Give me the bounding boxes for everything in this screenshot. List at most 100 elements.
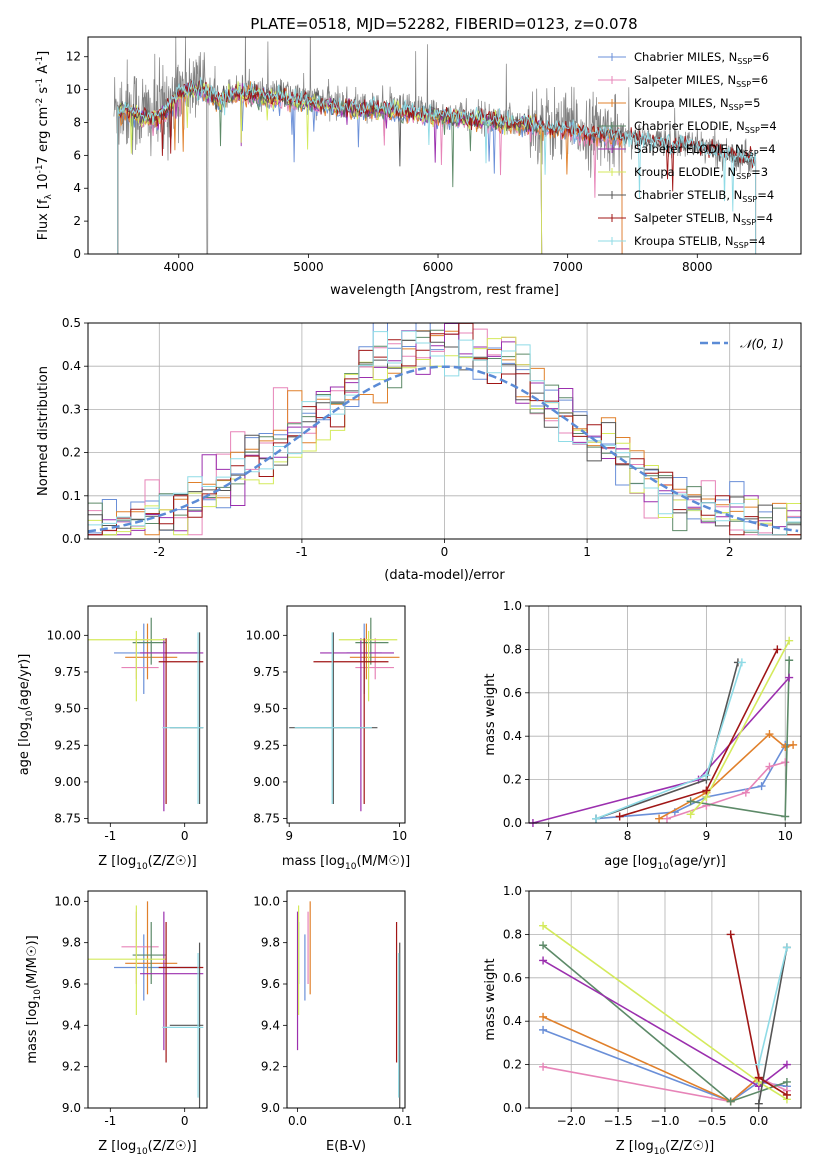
- marker-salpeter-elodie: [782, 1060, 791, 1069]
- weight_vs_age-ytick-label: 0.6: [503, 686, 522, 700]
- weight_vs_Z-xtick-label: −0.5: [697, 1114, 726, 1128]
- line-salpeter-stelib: [619, 649, 779, 818]
- age-vs-z-xlabel: Z [log10(Z/Z☉)]: [98, 854, 196, 872]
- marker-kroupa-miles: [781, 743, 790, 752]
- weight_vs_Z-axes: −2.0 −1.5 −1.0 −0.5 0.0 0.0 0.2 0.4 0.6 0.8 1.0: [503, 884, 801, 1128]
- weight_vs_Z-ytick-label: 0.0: [503, 1101, 522, 1115]
- marker-salpeter-elodie: [785, 673, 794, 682]
- line-salpeter-elodie: [532, 677, 790, 824]
- axes-root: 4000 5000 6000 7000 8000024681012wavelength …: [17, 36, 802, 1157]
- spectrum-frame: [87, 36, 802, 255]
- age_vs_mass-ytick-label: 9.50: [253, 702, 280, 716]
- marker-chabrier-elodie: [785, 656, 794, 665]
- legend-entry-kroupa-miles: Kroupa MILES, NSSP=5: [634, 96, 760, 112]
- histogram-chabrier-elodie: [88, 323, 801, 536]
- figure-title: PLATE=0518, MJD=52282, FIBERID=0123, z=0…: [250, 15, 637, 33]
- age_vs_Z-ytick-label: 9.50: [54, 702, 81, 716]
- marker-kroupa-stelib: [737, 658, 746, 667]
- marker-kroupa-elodie: [785, 636, 794, 645]
- age_vs_Z-ytick-label: 9.75: [54, 665, 81, 679]
- age_vs_mass-axes: 9 10 8.75 9.00 9.25 9.50 9.75 10.00: [246, 628, 407, 843]
- marker-kroupa-stelib: [592, 814, 601, 823]
- residuals-xtick-label: -2: [153, 545, 165, 559]
- gaussian-curve: [88, 365, 799, 533]
- spectrum-xtick-label: 7000: [552, 260, 583, 274]
- histogram-steps: [88, 323, 801, 536]
- age-vs-mass-xlabel: mass [log10(M/M☉)]: [282, 854, 410, 872]
- weight_vs_Z-ytick-label: 0.2: [503, 1058, 522, 1072]
- line-chabrier-stelib: [758, 947, 788, 1104]
- spectrum-ytick-label: 0: [73, 247, 81, 261]
- weight_vs_Z-ytick-label: 0.8: [503, 927, 522, 941]
- mass-vs-ebv-xlabel: E(B-V): [326, 1139, 366, 1154]
- spectrum-xtick-label: 8000: [682, 260, 713, 274]
- mass_vs_Z-ytick-label: 9.8: [62, 936, 81, 950]
- mass_vs_ebv-ytick-label: 9.8: [261, 936, 280, 950]
- line-kroupa-stelib: [758, 947, 788, 1065]
- model-spectrum-kroupa-stelib: [117, 77, 757, 254]
- mass_vs_Z-ytick-label: 9.0: [62, 1101, 81, 1115]
- mass_vs_ebv-ytick-label: 9.2: [261, 1060, 280, 1074]
- mass_vs_Z-points: [88, 901, 204, 1108]
- mass_vs_ebv-ytick-label: 9.0: [261, 1101, 280, 1115]
- line-kroupa-miles: [658, 732, 794, 820]
- age_vs_Z-ytick-label: 10.00: [47, 628, 81, 642]
- marker-salpeter-elodie: [539, 956, 548, 965]
- marker-kroupa-stelib: [754, 1060, 763, 1069]
- mass_vs_Z-frame: [87, 890, 208, 1109]
- age_vs_Z-ytick-label: 9.00: [54, 775, 81, 789]
- spectrum-ytick-label: 4: [73, 181, 81, 195]
- histogram-chabrier-stelib: [88, 330, 801, 536]
- age_vs_mass-frame: [286, 605, 406, 824]
- weight_vs_age-ytick-label: 1.0: [503, 599, 522, 613]
- spectrum-lines: [113, 37, 757, 254]
- age_vs_mass-ytick-label: 9.25: [253, 738, 280, 752]
- weight_vs_age-ylabel: mass weight: [483, 673, 498, 755]
- marker-chabrier-elodie: [539, 941, 548, 950]
- marker-salpeter-stelib: [754, 1073, 763, 1082]
- spectrum-axes: 4000 5000 6000 7000 8000 0 2 4 6 8 10 12: [66, 50, 713, 274]
- age_vs_mass-ytick-label: 10.00: [246, 628, 280, 642]
- marker-salpeter-stelib: [782, 1090, 791, 1099]
- marker-salpeter-stelib: [615, 812, 624, 821]
- residuals-frame: [87, 322, 802, 540]
- weight_vs_Z-ylabel: mass weight: [483, 958, 498, 1040]
- residuals-xtick-label: 1: [583, 545, 591, 559]
- residuals-xtick-label: 0: [441, 545, 449, 559]
- spectrum-legend: Chabrier MILES, NSSP=6 Salpeter MILES, NS…: [598, 50, 777, 250]
- marker-chabrier-elodie: [726, 1097, 735, 1106]
- legend-entry-chabrier-elodie: Chabrier ELODIE, NSSP=4: [634, 119, 777, 135]
- legend-entry-salpeter-elodie: Salpeter ELODIE, NSSP=4: [634, 142, 776, 158]
- mass_vs_Z-ytick-label: 9.2: [62, 1060, 81, 1074]
- residuals-ylabel: Normed distribution: [36, 366, 51, 496]
- weight_vs_Z-ytick-label: 0.6: [503, 971, 522, 985]
- weight_vs_Z-xtick-label: 0.0: [749, 1114, 768, 1128]
- weight_vs_Z-xtick-label: −1.0: [650, 1114, 679, 1128]
- line-kroupa-stelib: [595, 662, 743, 820]
- mass_vs_ebv-xtick-label: 0.0: [288, 1114, 307, 1128]
- age_vs_Z-ytick-label: 8.75: [54, 812, 81, 826]
- marker-chabrier-elodie: [782, 1077, 791, 1086]
- age_vs_mass-xtick-label: 9: [285, 829, 293, 843]
- age_vs_mass-ytick-label: 9.00: [253, 775, 280, 789]
- weight_vs_age-xtick-label: 9: [703, 829, 711, 843]
- weight_vs_Z-ytick-label: 0.4: [503, 1014, 522, 1028]
- spectrum-ylabel: Flux [fλ 10-17 erg cm-2 s-1 A-1]: [35, 51, 54, 241]
- spectrum-xlabel: wavelength [Angstrom, rest frame]: [330, 283, 559, 298]
- age_vs_Z-frame: [87, 605, 208, 824]
- mass_vs_Z-ytick-label: 9.6: [62, 977, 81, 991]
- mass_vs_ebv-ytick-label: 9.6: [261, 977, 280, 991]
- residuals-ytick-label: 0.3: [62, 402, 81, 416]
- weight_vs_Z-xtick-label: −2.0: [557, 1114, 586, 1128]
- spectrum-xtick-label: 4000: [163, 260, 194, 274]
- histogram-salpeter-stelib: [88, 323, 801, 536]
- weight_vs_age-series: [528, 636, 798, 827]
- age_vs_Z-ytick-label: 9.25: [54, 738, 81, 752]
- weight_vs_age-xtick-label: 10: [778, 829, 793, 843]
- legend-entry-chabrier-stelib: Chabrier STELIB, NSSP=4: [634, 188, 774, 204]
- weight_vs_age-frame: [528, 605, 802, 824]
- legend-entry-salpeter-stelib: Salpeter STELIB, NSSP=4: [634, 211, 773, 227]
- weight_vs_age-ytick-label: 0.4: [503, 729, 522, 743]
- marker-salpeter-miles: [702, 801, 711, 810]
